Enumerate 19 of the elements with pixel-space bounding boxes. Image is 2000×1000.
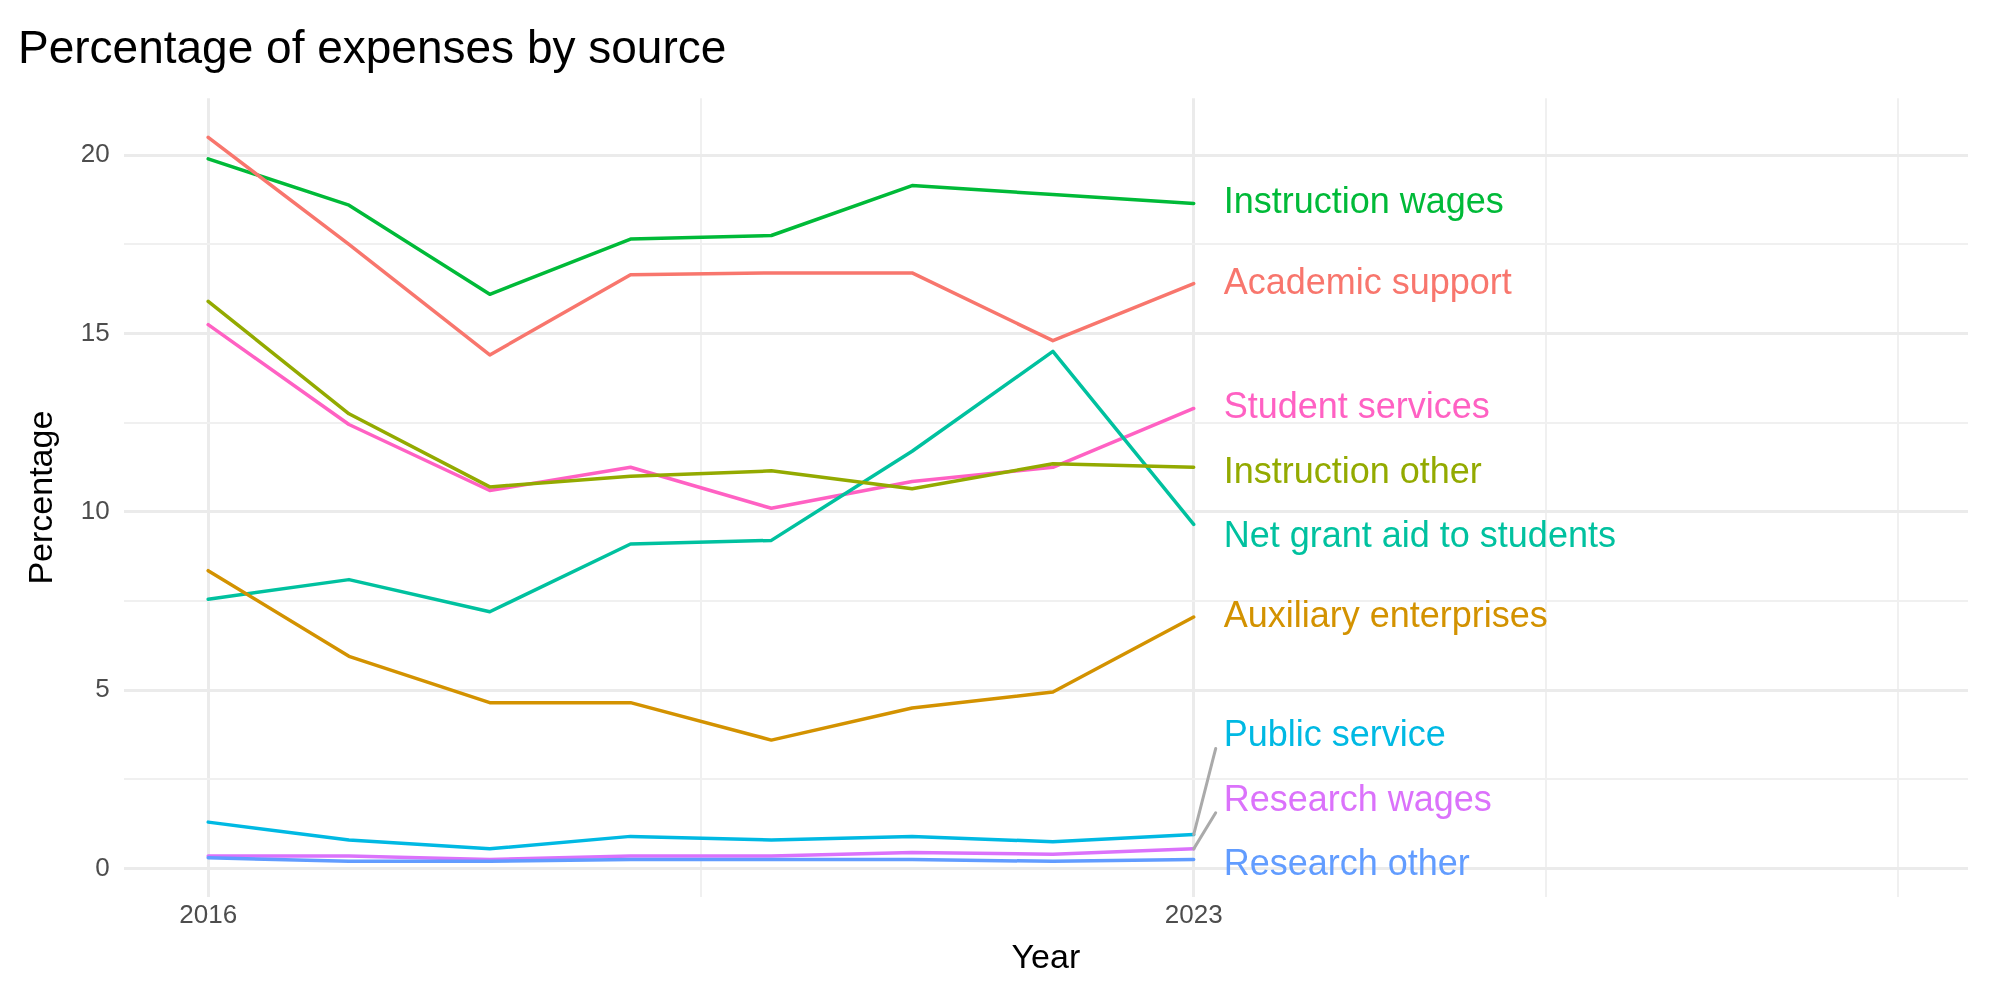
y-tick-label: 20 — [80, 138, 110, 169]
series-label: Academic support — [1223, 260, 1512, 302]
series-label: Instruction wages — [1223, 180, 1504, 222]
y-axis-title: Percentage — [20, 410, 59, 585]
y-tick-label: 15 — [80, 316, 110, 347]
series-label: Student services — [1223, 385, 1490, 427]
series-label: Net grant aid to students — [1223, 513, 1616, 555]
y-tick-label: 5 — [95, 673, 110, 704]
x-tick-label: 2016 — [179, 898, 238, 929]
series-label: Instruction other — [1223, 449, 1482, 491]
y-tick-label: 10 — [80, 495, 110, 526]
y-tick-label: 0 — [95, 851, 110, 882]
x-axis-title: Year — [1011, 936, 1081, 975]
x-tick-label: 2023 — [1164, 898, 1223, 929]
series-label: Research wages — [1223, 777, 1492, 819]
text: Public service — [1223, 713, 1446, 755]
chart-title: Percentage of expenses by source — [18, 21, 727, 74]
series-label: Auxiliary enterprises — [1223, 593, 1548, 635]
series-label: Research other — [1223, 841, 1470, 883]
